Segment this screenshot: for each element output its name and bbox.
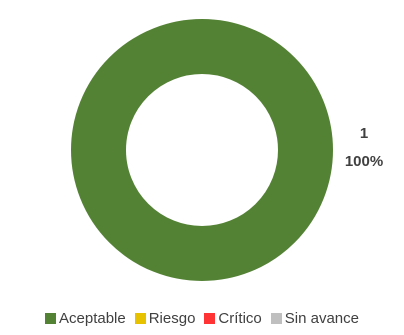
legend-item-aceptable: Aceptable bbox=[45, 310, 126, 327]
legend-swatch-riesgo bbox=[134, 312, 146, 324]
legend-swatch-critico bbox=[204, 312, 216, 324]
legend-item-critico: Crítico bbox=[204, 309, 262, 327]
chart-legend: Aceptable Riesgo Crítico Sin avance bbox=[0, 306, 404, 330]
legend-item-riesgo: Riesgo bbox=[134, 309, 196, 327]
data-label-value-aceptable: 1 bbox=[360, 125, 368, 142]
legend-swatch-aceptable bbox=[45, 312, 56, 324]
legend-label-critico: Crítico bbox=[218, 309, 262, 327]
donut-chart: 1 100% bbox=[71, 19, 383, 281]
data-label-percent-aceptable: 100% bbox=[345, 153, 383, 170]
donut-slices bbox=[71, 19, 333, 281]
legend-item-sin-avance: Sin avance bbox=[270, 309, 359, 327]
slice-aceptable bbox=[71, 19, 333, 281]
data-labels: 1 100% bbox=[345, 125, 383, 170]
legend-label-sin-avance: Sin avance bbox=[284, 309, 359, 327]
legend-label-riesgo: Riesgo bbox=[148, 309, 196, 327]
legend-swatch-sin-avance bbox=[270, 312, 282, 324]
legend-label-aceptable: Aceptable bbox=[59, 309, 126, 327]
